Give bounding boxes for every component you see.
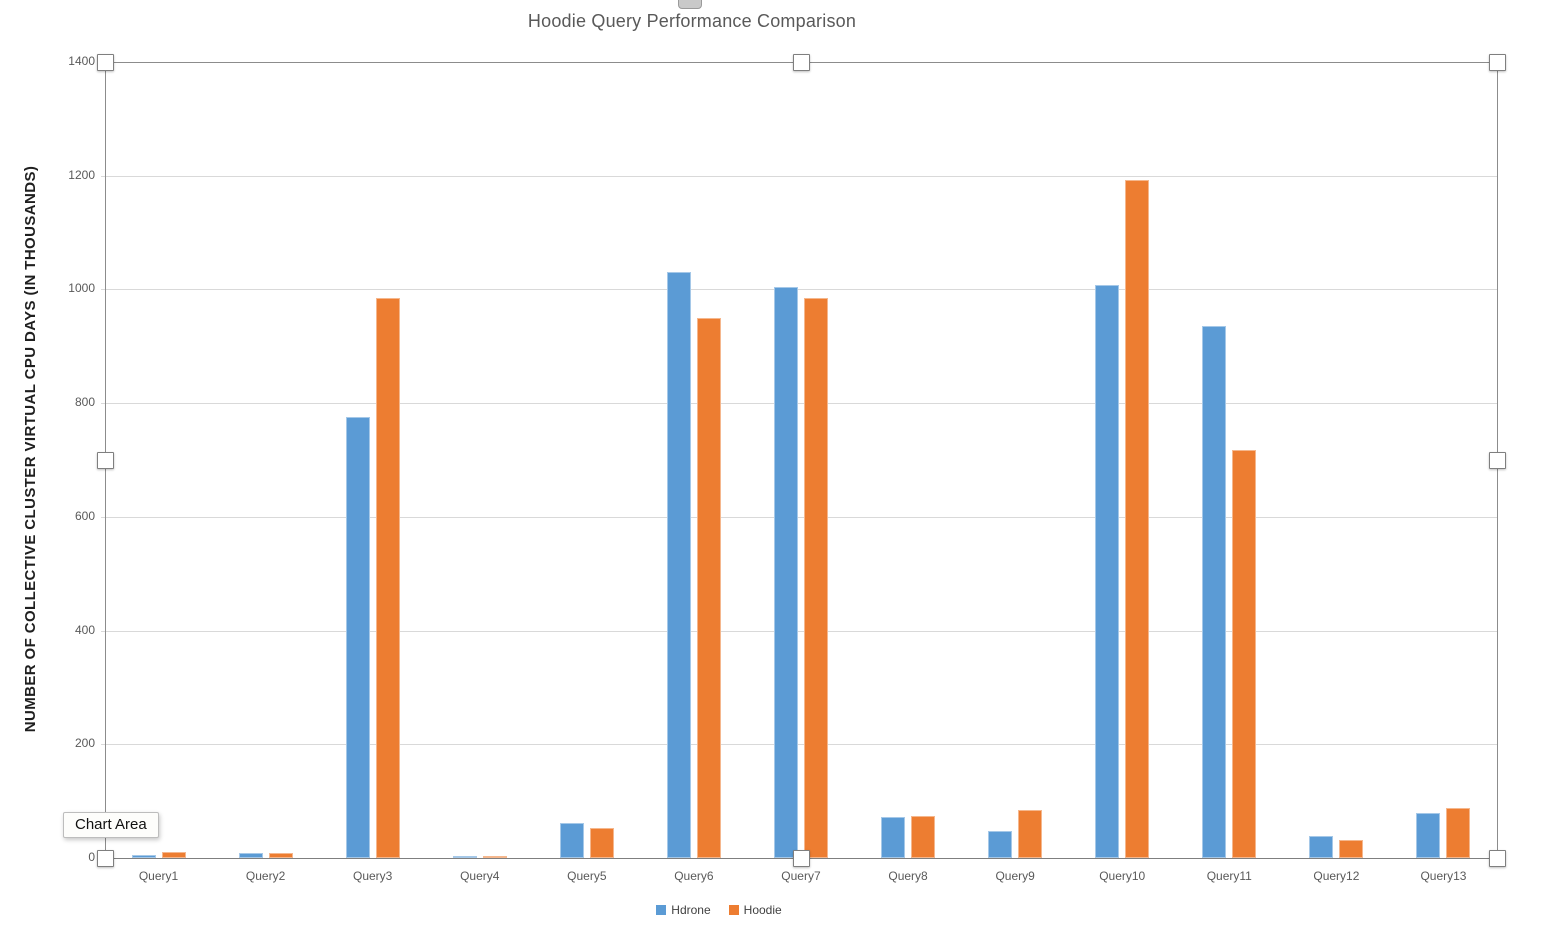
x-axis-label: Query8	[888, 869, 928, 883]
x-axis-label: Query10	[1099, 869, 1146, 883]
bar-hoodie-query5[interactable]	[589, 828, 614, 858]
bar-hoodie-query4[interactable]	[482, 855, 507, 858]
partial-handle-top	[678, 0, 702, 9]
legend-label: Hdrone	[671, 903, 711, 917]
bar-hdrone-query9[interactable]	[988, 831, 1013, 858]
legend-swatch-icon	[656, 905, 667, 915]
legend-swatch-icon	[728, 905, 739, 915]
selection-handle-mid-left[interactable]	[97, 452, 114, 469]
legend-item-hdrone[interactable]: Hdrone	[656, 903, 711, 917]
y-tick-label: 0	[88, 850, 95, 864]
x-axis-label: Query7	[781, 869, 821, 883]
selection-handle-top-left[interactable]	[97, 54, 114, 71]
bar-hdrone-query4[interactable]	[452, 855, 477, 858]
bar-hoodie-query7[interactable]	[804, 297, 828, 858]
x-axis-label: Query11	[1206, 869, 1252, 883]
bar-hoodie-query1[interactable]	[161, 852, 186, 858]
bar-hdrone-query2[interactable]	[238, 852, 263, 858]
legend[interactable]: Hdrone Hoodie	[569, 903, 869, 917]
gridline	[101, 403, 1497, 405]
selection-handle-mid-right[interactable]	[1489, 452, 1506, 469]
x-axis-label: Query1	[138, 869, 179, 883]
legend-item-hoodie[interactable]: Hoodie	[728, 903, 782, 917]
bar-hoodie-query3[interactable]	[375, 297, 400, 858]
bar-hdrone-query6[interactable]	[666, 272, 691, 858]
bar-hdrone-query5[interactable]	[559, 822, 584, 858]
bar-hdrone-query7[interactable]	[774, 286, 798, 858]
selection-handle-bottom-right[interactable]	[1489, 850, 1506, 867]
x-axis-label: Query5	[567, 869, 607, 883]
x-axis-label: Query2	[245, 869, 286, 883]
x-axis-label: Query6	[674, 869, 714, 883]
selection-handle-top-right[interactable]	[1489, 54, 1506, 71]
selection-handle-bottom-left[interactable]	[97, 850, 114, 867]
bar-hoodie-query13[interactable]	[1446, 807, 1471, 858]
bar-hdrone-query1[interactable]	[131, 854, 156, 858]
gridline	[101, 516, 1497, 518]
y-tick-label: 200	[74, 736, 95, 751]
bar-hoodie-query10[interactable]	[1125, 179, 1150, 858]
bar-hoodie-query9[interactable]	[1018, 810, 1043, 858]
bar-hdrone-query10[interactable]	[1095, 284, 1120, 858]
bar-hdrone-query3[interactable]	[345, 417, 370, 858]
bar-hoodie-query2[interactable]	[268, 852, 293, 858]
x-axis-label: Query9	[995, 869, 1035, 883]
x-axis-label: Query3	[352, 869, 393, 883]
bar-hoodie-query12[interactable]	[1339, 839, 1364, 858]
y-tick-label: 1200	[68, 167, 95, 182]
selection-handle-bottom-center[interactable]	[793, 850, 810, 867]
y-tick-label: 400	[74, 622, 95, 637]
x-axis-label: Query4	[460, 869, 500, 883]
bar-hdrone-query8[interactable]	[881, 817, 906, 858]
gridline	[101, 175, 1497, 177]
chart-title[interactable]: Hoodie Query Performance Comparison	[527, 11, 857, 31]
bar-hoodie-query11[interactable]	[1232, 449, 1257, 858]
x-axis-label: Query13	[1420, 869, 1467, 883]
chart-area-tooltip: Chart Area	[63, 812, 159, 838]
x-axis-label: Query12	[1313, 869, 1360, 883]
legend-label: Hoodie	[743, 903, 782, 917]
y-tick-label: 800	[74, 395, 95, 410]
y-tick-label: 1400	[68, 54, 95, 68]
gridline	[101, 744, 1497, 746]
bar-hdrone-query12[interactable]	[1309, 835, 1334, 858]
selection-handle-top-center[interactable]	[793, 54, 810, 71]
bar-hoodie-query8[interactable]	[911, 816, 936, 858]
bar-hdrone-query13[interactable]	[1416, 813, 1441, 858]
gridline	[101, 289, 1497, 291]
gridline	[101, 630, 1497, 632]
bar-hdrone-query11[interactable]	[1202, 326, 1227, 858]
y-tick-label: 1000	[68, 281, 95, 296]
bar-hoodie-query6[interactable]	[696, 317, 721, 858]
y-tick-label: 600	[74, 508, 95, 523]
